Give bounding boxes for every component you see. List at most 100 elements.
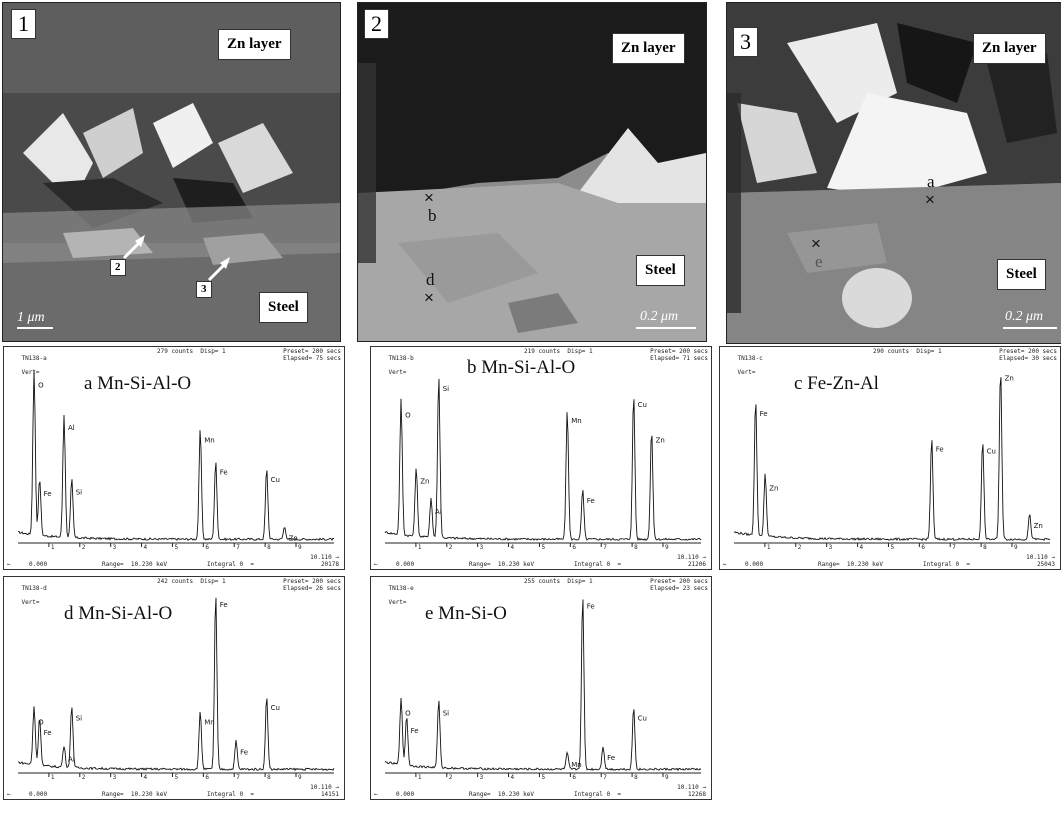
- scale-label: 0.2 μm: [640, 309, 679, 324]
- scale-bar: [17, 327, 53, 329]
- left-arrow-icon: ←: [7, 791, 11, 798]
- peak-label-o: O: [38, 381, 44, 389]
- elapsed-label: Elapsed=: [283, 585, 313, 592]
- scale-bar: [636, 327, 696, 329]
- integral-value: 21206: [687, 561, 706, 568]
- elapsed-value: 30 secs: [1031, 355, 1057, 362]
- energy-tick-label: 7: [603, 774, 607, 781]
- preset-value: 200 secs: [312, 578, 341, 585]
- panel-number: 1: [11, 9, 36, 39]
- range-end: 10.110 →: [1026, 554, 1055, 561]
- preset-value: 200 secs: [1028, 348, 1057, 355]
- energy-tick-label: 8: [634, 774, 638, 781]
- integral-label: Integral 0 =: [574, 791, 621, 798]
- spectrum-title: e Mn-Si-O: [425, 603, 507, 624]
- peak-label-fe: Fe: [760, 410, 768, 418]
- left-arrow-icon: ←: [7, 561, 11, 568]
- left-arrow-icon: ←: [723, 561, 727, 568]
- energy-tick-label: 5: [174, 774, 178, 781]
- preset-label: Preset=: [283, 578, 309, 585]
- energy-tick-label: 5: [174, 544, 178, 551]
- peak-label-fe: Fe: [240, 749, 248, 757]
- energy-tick-label: 7: [603, 544, 607, 551]
- range-start: 0.000: [396, 791, 415, 798]
- energy-tick-label: 7: [236, 544, 240, 551]
- counts: 279 counts: [157, 348, 194, 355]
- elapsed-value: 71 secs: [682, 355, 708, 362]
- peak-label-al: Al: [68, 424, 75, 432]
- energy-tick-label: 6: [205, 544, 209, 551]
- integral-label: Integral 0 =: [574, 561, 621, 568]
- integral-label: Integral 0 =: [207, 561, 254, 568]
- spectrum-plot: 1 2 3 4 5 6 7 8 9 Fe Zn Fe Cu Zn Zn: [733, 374, 1051, 551]
- energy-tick-label: 8: [983, 544, 987, 551]
- range-start: 0.000: [745, 561, 764, 568]
- elapsed-value: 26 secs: [315, 585, 341, 592]
- range-end: 10.110 →: [310, 784, 339, 791]
- peak-label-fe: Fe: [411, 727, 419, 735]
- energy-tick-label: 6: [921, 544, 925, 551]
- peak-label-zn: Zn: [1034, 522, 1043, 530]
- vert-label: Vert=: [388, 369, 407, 376]
- spectrum-header: TN138-b Vert= 219 counts Disp= 1 Preset=…: [374, 348, 708, 397]
- energy-tick-label: 9: [298, 544, 302, 551]
- spectrum-title: c Fe-Zn-Al: [794, 373, 879, 394]
- disp: Disp= 1: [200, 578, 226, 585]
- range-label: Range= 10.230 keV: [469, 561, 535, 568]
- energy-tick-label: 9: [298, 774, 302, 781]
- energy-tick-label: 8: [267, 544, 271, 551]
- peak-label-mn: Mn: [571, 761, 581, 769]
- peak-label-mn: Mn: [204, 718, 214, 726]
- energy-tick-label: 3: [480, 544, 484, 551]
- peak-label-al: Al: [435, 508, 442, 516]
- elapsed-value: 75 secs: [315, 355, 341, 362]
- arrow-icon: [207, 257, 230, 282]
- disp: Disp= 1: [916, 348, 942, 355]
- panel-number: 3: [733, 27, 758, 57]
- spectrum-header: TN138-c Vert= 290 counts Disp= 1 Preset=…: [723, 348, 1057, 397]
- spectrum-trace: [384, 378, 702, 542]
- energy-tick-label: 5: [541, 544, 545, 551]
- spectrum-plot: 1 2 3 4 5 6 7 8 9 O Zn Al Si Mn Fe Cu Zn: [384, 378, 702, 551]
- counts: 290 counts: [873, 348, 910, 355]
- peak-label-si: Si: [76, 488, 82, 496]
- peak-label-cu: Cu: [638, 401, 647, 409]
- integral-value: 25043: [1036, 561, 1055, 568]
- peak-label-zn: Zn: [289, 535, 298, 543]
- integral-label: Integral 0 =: [207, 791, 254, 798]
- spectrum-trace: [17, 370, 335, 542]
- arrow-label-3: 3: [196, 281, 212, 298]
- peak-label-fe: Fe: [607, 754, 615, 762]
- peak-label-fe: Fe: [587, 603, 595, 611]
- peak-label-si: Si: [443, 385, 449, 393]
- energy-tick-label: 5: [890, 544, 894, 551]
- spectrum-footer: ← 0.000 Range= 10.230 keV 10.110 → Integ…: [7, 784, 341, 798]
- vert-label: Vert=: [21, 369, 40, 376]
- scale-bar: [1003, 327, 1057, 329]
- energy-tick-label: 1: [767, 544, 771, 551]
- point-label-d: d: [426, 270, 435, 289]
- steel-label: Steel: [636, 255, 685, 286]
- integral-value: 12268: [687, 791, 706, 798]
- energy-tick-label: 3: [480, 774, 484, 781]
- peak-label-cu: Cu: [271, 704, 280, 712]
- marker-x-e: ×: [811, 234, 821, 253]
- energy-tick-label: 4: [511, 544, 515, 551]
- range-end: 10.110 →: [677, 784, 706, 791]
- energy-tick-label: 2: [82, 774, 86, 781]
- disp: Disp= 1: [200, 348, 226, 355]
- arrow-icon: [122, 235, 145, 260]
- energy-tick-label: 2: [798, 544, 802, 551]
- peak-label-fe: Fe: [44, 490, 52, 498]
- point-label-e: e: [815, 252, 823, 271]
- elapsed-value: 23 secs: [682, 585, 708, 592]
- energy-tick-label: 2: [449, 774, 453, 781]
- peak-label-zn: Zn: [420, 478, 429, 486]
- range-start: 0.000: [29, 791, 48, 798]
- energy-tick-label: 2: [82, 544, 86, 551]
- energy-tick-label: 3: [113, 544, 117, 551]
- scale-label: 0.2 μm: [1005, 309, 1044, 324]
- eds-spectrum-e: TN138-e Vert= 255 counts Disp= 1 Preset=…: [370, 576, 712, 800]
- vert-label: Vert=: [388, 599, 407, 606]
